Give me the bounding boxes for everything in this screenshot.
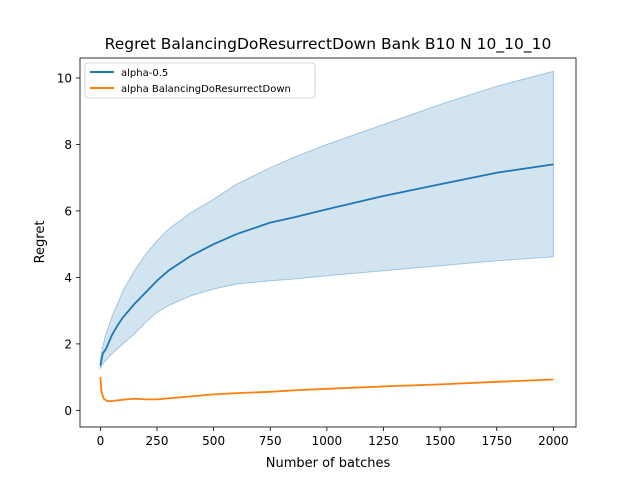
series-line-alpha-balancingdoresurrectdown <box>99 377 554 403</box>
y-axis-ticks: 0 2 4 6 8 10 <box>57 71 80 418</box>
legend-label-alpha-0-5: alpha-0.5 <box>121 68 168 79</box>
legend-label-alpha-balancing: alpha BalancingDoResurrectDown <box>121 84 291 95</box>
y-tick-label: 10 <box>57 71 72 85</box>
x-tick-label: 1750 <box>481 434 512 448</box>
x-tick-label: 250 <box>146 434 169 448</box>
y-tick-label: 8 <box>64 138 72 152</box>
x-tick-label: 1250 <box>368 434 399 448</box>
x-tick-label: 500 <box>202 434 225 448</box>
x-tick-label: 0 <box>97 434 105 448</box>
confidence-band-alpha-0-5 <box>99 70 554 370</box>
y-tick-label: 4 <box>64 271 72 285</box>
y-tick-label: 2 <box>64 337 72 351</box>
legend-box <box>84 62 316 99</box>
axes-frame <box>79 57 577 428</box>
y-axis-label: Regret <box>33 221 48 264</box>
x-axis-label: Number of batches <box>266 456 391 471</box>
series-line-alpha-0-5 <box>99 163 554 366</box>
x-tick-label: 1500 <box>425 434 456 448</box>
x-tick-label: 1000 <box>312 434 343 448</box>
series-lines <box>99 163 554 403</box>
x-tick-label: 2000 <box>538 434 569 448</box>
y-tick-label: 6 <box>64 204 72 218</box>
x-tick-label: 750 <box>259 434 282 448</box>
legend: alpha-0.5 alpha BalancingDoResurrectDown <box>84 62 316 99</box>
confidence-bands <box>99 70 554 370</box>
x-axis-ticks: 0 250 500 750 1000 1250 1500 1750 2000 <box>97 427 569 448</box>
y-tick-label: 0 <box>64 404 72 418</box>
chart-title: Regret BalancingDoResurrectDown Bank B10… <box>105 35 552 54</box>
